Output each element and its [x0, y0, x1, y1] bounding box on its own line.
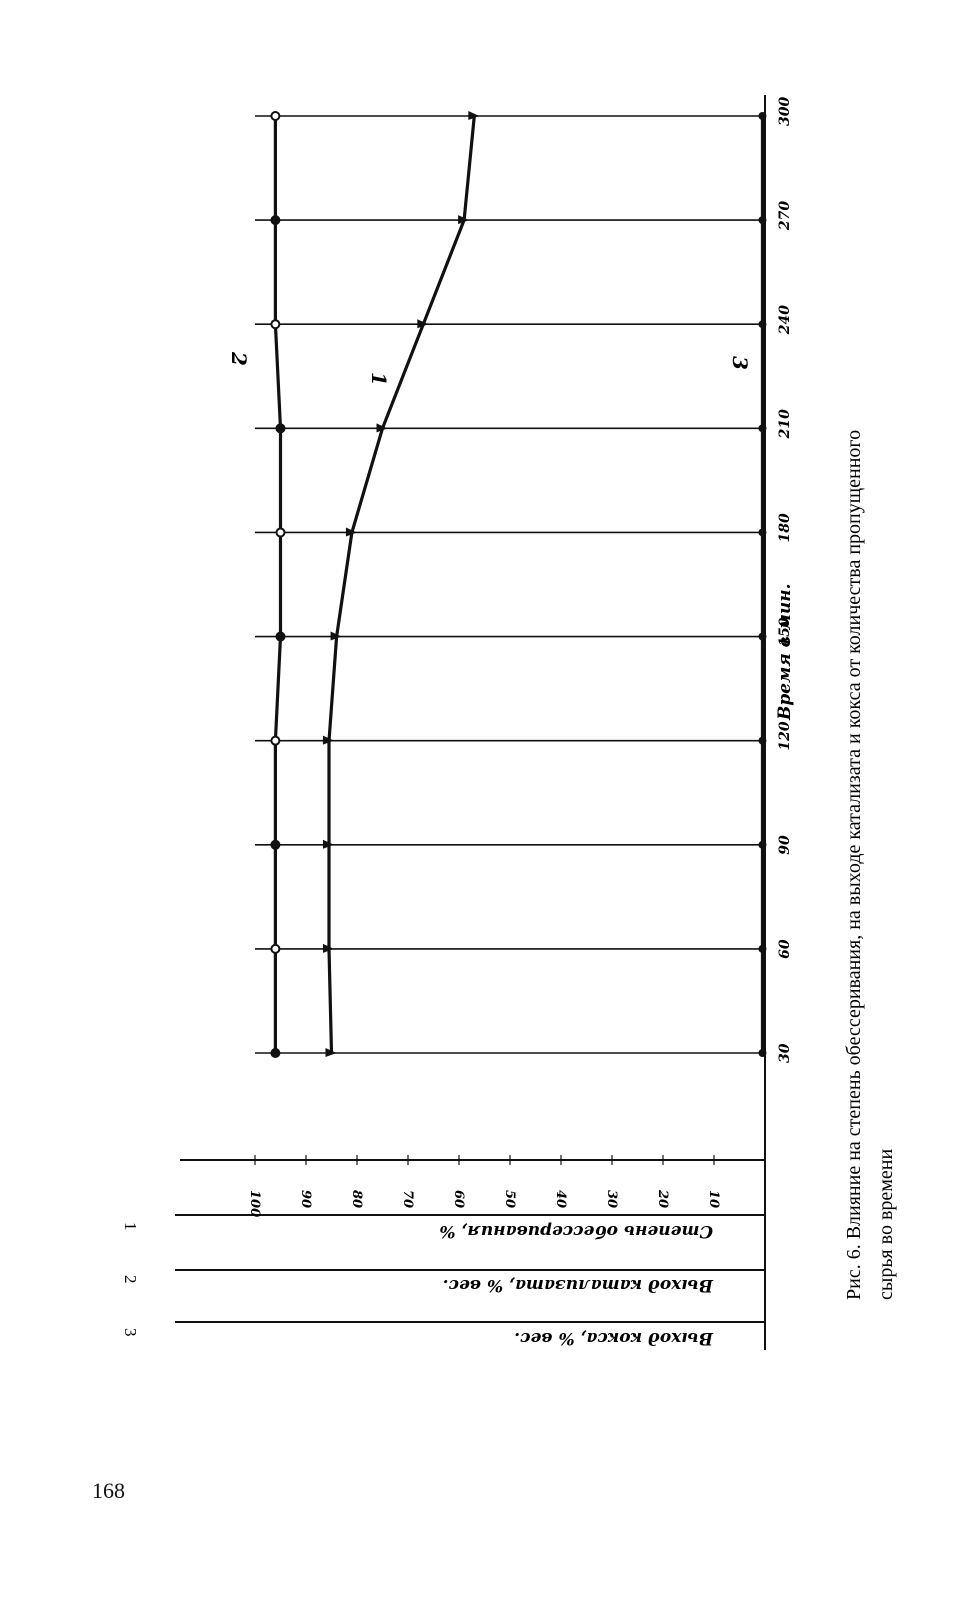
axis-label-2: Выход катализата, % вес.	[443, 1275, 714, 1295]
series-2-point-150	[275, 631, 286, 642]
series-1-point-120	[322, 735, 334, 745]
series-3-point-60	[758, 944, 767, 953]
series-2-point-240	[270, 319, 281, 330]
y-tick-label-50: 50	[502, 1190, 517, 1208]
axis-label-1: Степень обессеривания, %	[439, 1221, 713, 1241]
series-1-point-60	[322, 943, 334, 953]
grid-layer	[255, 115, 765, 1054]
series-1-point-210	[376, 423, 388, 433]
series-1-point-240	[417, 319, 429, 329]
y-tick-label-90: 90	[298, 1190, 313, 1208]
series-3-point-240	[758, 320, 767, 329]
x-tick-label-30: 30	[777, 1043, 793, 1063]
figure-caption-line2: сырья во времени	[875, 1149, 897, 1300]
axis-label-number-2: 2	[121, 1275, 140, 1284]
series-2-point-120	[270, 735, 281, 746]
series-3-point-120	[758, 736, 767, 745]
series-2-point-210	[275, 423, 286, 434]
caption-layer: Рис. 6. Влияние на степень обессеривания…	[843, 430, 897, 1300]
page-number: 168	[92, 1478, 125, 1503]
y-tick-label-40: 40	[553, 1190, 568, 1208]
y-tick-label-100: 100	[247, 1190, 262, 1217]
series-2-point-270	[270, 215, 281, 226]
x-axis-title: Время в мин.	[775, 583, 795, 721]
x-tick-label-300: 300	[777, 97, 793, 126]
y-tick-label-80: 80	[349, 1190, 364, 1208]
series-2-point-180	[275, 527, 286, 538]
series-1-point-150	[330, 631, 342, 641]
x-tick-label-270: 270	[777, 201, 793, 231]
x-tick-label-90: 90	[777, 835, 793, 855]
figure-caption-line1: Рис. 6. Влияние на степень обессеривания…	[843, 430, 865, 1300]
axis-label-3: Выход кокса, % вес.	[514, 1328, 714, 1348]
y-tick-label-60: 60	[451, 1190, 466, 1208]
x-tick-label-210: 210	[777, 409, 793, 439]
y-tick-label-70: 70	[400, 1190, 415, 1208]
series-1-point-90	[322, 839, 334, 849]
series-3-point-30	[758, 1049, 767, 1057]
series-3-point-270	[758, 216, 767, 225]
y-tick-label-10: 10	[706, 1190, 721, 1208]
axis-label-number-1: 1	[121, 1222, 140, 1231]
series-1-point-300	[468, 111, 480, 120]
series-3-point-180	[758, 528, 767, 537]
series-label-1: 1	[367, 372, 391, 386]
axis-label-number-3: 3	[121, 1328, 140, 1337]
x-tick-label-60: 60	[777, 939, 793, 959]
series-label-3: 3	[728, 356, 752, 370]
y-tick-label-20: 20	[655, 1189, 670, 1208]
series-2-point-30	[270, 1048, 281, 1058]
series-3-point-300	[758, 112, 767, 120]
axis-layer	[175, 95, 766, 1350]
series-3-point-90	[758, 840, 767, 849]
series-2-point-300	[270, 111, 281, 121]
series-1-line	[327, 115, 476, 1054]
x-tick-label-150: 150	[777, 617, 793, 646]
series-layer	[270, 111, 767, 1058]
series-2-point-90	[270, 839, 281, 850]
y-tick-label-30: 30	[604, 1190, 619, 1208]
series-1-point-270	[458, 215, 470, 225]
series-2-line	[273, 116, 283, 1053]
series-2-point-60	[270, 943, 281, 954]
x-tick-label-240: 240	[777, 305, 793, 335]
series-3-point-210	[758, 424, 767, 433]
series-1-point-180	[345, 527, 357, 537]
series-label-2: 2	[227, 351, 251, 366]
series-3-point-150	[758, 632, 767, 641]
x-tick-label-180: 180	[777, 513, 793, 542]
series-1-point-30	[325, 1048, 337, 1057]
x-tick-label-120: 120	[777, 721, 793, 750]
